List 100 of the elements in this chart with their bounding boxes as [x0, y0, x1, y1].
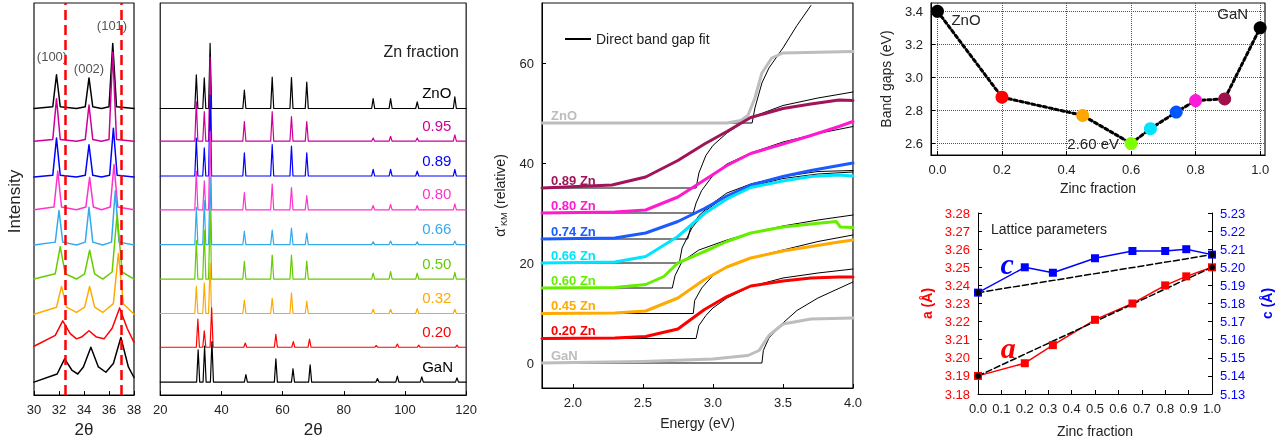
text: Lattice parameters — [991, 221, 1107, 237]
x-tick-label: 2.0 — [563, 395, 582, 410]
text: (101) — [96, 17, 128, 33]
y-tick-label: 20 — [519, 255, 534, 271]
x-tick-label: 36 — [101, 402, 117, 418]
x-tick-label: 3.5 — [773, 395, 792, 410]
y2-tick-label: 5.15 — [1220, 350, 1246, 366]
x-tick-label: 0.4 — [1062, 401, 1081, 416]
y-tick-label: 2.8 — [904, 102, 923, 118]
annotation: (002) — [73, 60, 105, 76]
x-tick-label: 0.5 — [1085, 401, 1105, 416]
y-tick-label: 0 — [526, 355, 534, 371]
x-tick-label: 30 — [26, 402, 42, 418]
x-tick-label: 40 — [214, 402, 229, 418]
series-label: GaN — [551, 347, 578, 363]
y-tick-label: 3.2 — [904, 36, 923, 52]
series-label: 0.89 Zn — [551, 172, 596, 188]
series-label: 0.60 Zn — [551, 272, 596, 288]
y2-tick-label: 5.21 — [1220, 241, 1246, 257]
annotation: GaN — [1217, 5, 1249, 23]
x-tick-label: 0.8 — [1186, 162, 1205, 178]
series-label: 0.95 — [422, 116, 452, 134]
y-tick-label: 3.20 — [944, 350, 970, 366]
x-tick-label: 80 — [336, 402, 352, 418]
x-tick-label: 0.4 — [1057, 162, 1076, 178]
y-axis-title: α'KM (relative) — [492, 154, 510, 237]
series-label: 0.20 — [422, 322, 452, 340]
y2-tick-label: 5.20 — [1220, 259, 1246, 275]
y-tick-label: 3.19 — [944, 368, 970, 384]
x-tick-label: 0.9 — [1179, 401, 1198, 416]
legend-title: Zn fraction — [383, 42, 459, 60]
x-axis-title: Zinc fraction — [1056, 423, 1134, 439]
y-tick-label: 3.0 — [904, 69, 923, 85]
x-tick-label: 0.1 — [992, 401, 1011, 416]
x-tick-label: 0.3 — [1039, 401, 1058, 416]
series-label: a — [1000, 330, 1016, 364]
x-tick-label: 0.8 — [1156, 401, 1175, 416]
series-label: 0.45 Zn — [551, 298, 596, 313]
y-axis-title: Band gaps (eV) — [878, 30, 894, 128]
y-tick-label: 60 — [519, 55, 534, 71]
series-label: c — [1000, 246, 1014, 280]
x-tick-label: 20 — [153, 402, 168, 418]
y2-tick-label: 5.16 — [1220, 332, 1246, 348]
series-label: ZnO — [422, 84, 452, 101]
series-label: 0.20 Zn — [551, 323, 596, 338]
x-tick-label: 0.6 — [1109, 401, 1128, 416]
y-tick-label: 3.28 — [944, 205, 970, 221]
x-axis-title: Zinc fraction — [1059, 180, 1137, 196]
x-tick-label: 34 — [76, 402, 92, 418]
legend-label: Direct band gap fit — [596, 31, 710, 47]
x-tick-label: 32 — [51, 402, 67, 418]
series-label: 0.50 — [422, 254, 452, 272]
annotation: ZnO — [951, 10, 981, 28]
y-tick-label: 3.25 — [944, 259, 970, 275]
y-axis-title: Intensity — [4, 169, 24, 234]
y2-tick-label: 5.18 — [1220, 296, 1246, 311]
x-tick-label: 0.0 — [928, 162, 947, 178]
y-tick-label: 3.22 — [944, 314, 970, 330]
x-axis-title: 2θ — [303, 420, 323, 439]
series-label: 0.74 Zn — [551, 223, 596, 239]
series-label: ZnO — [551, 107, 577, 123]
series-label: GaN — [422, 357, 453, 375]
y-axis-title: a (Å) — [918, 287, 935, 320]
x-tick-label: 38 — [126, 402, 142, 418]
x-tick-label: 0.7 — [1132, 401, 1151, 416]
y2-tick-label: 5.23 — [1220, 205, 1246, 221]
series-label: 0.66 — [422, 220, 452, 238]
annotation: 2.60 eV — [1067, 135, 1120, 153]
x-tick-label: 4.0 — [843, 395, 862, 410]
y2-tick-label: 5.22 — [1220, 223, 1246, 239]
y-tick-label: 3.26 — [944, 241, 970, 257]
series-label: 0.89 — [422, 151, 452, 169]
x-tick-label: 120 — [455, 402, 478, 418]
y2-axis-title: c (Å) — [1259, 287, 1275, 320]
y-tick-label: 3.23 — [944, 296, 970, 311]
y-tick-label: 2.6 — [904, 136, 923, 152]
x-tick-label: 0.6 — [1122, 162, 1141, 178]
x-tick-label: 60 — [275, 402, 290, 418]
y2-tick-label: 5.17 — [1220, 314, 1246, 330]
series-label: 0.66 Zn — [551, 247, 596, 263]
x-tick-label: 3.0 — [703, 395, 722, 410]
y2-tick-label: 5.14 — [1220, 368, 1246, 384]
series-label: 0.80 — [422, 185, 452, 203]
y2-tick-label: 5.19 — [1220, 277, 1246, 293]
y2-tick-label: 5.13 — [1220, 386, 1246, 402]
y-tick-label: 3.27 — [944, 223, 970, 239]
series-label: 0.80 Zn — [551, 197, 596, 213]
x-tick-label: 100 — [394, 402, 416, 418]
x-tick-label: 1.0 — [1251, 162, 1270, 178]
y-tick-label: 3.24 — [944, 277, 970, 293]
y-tick-label: 3.21 — [944, 332, 970, 348]
y-tick-label: 3.18 — [944, 386, 970, 402]
x-tick-label: 1.0 — [1202, 401, 1222, 416]
y-tick-label: 3.4 — [904, 3, 923, 19]
x-tick-label: 0.2 — [992, 162, 1012, 178]
x-tick-label: 0.0 — [968, 401, 988, 416]
series-label: 0.32 — [422, 289, 452, 307]
x-axis-title: 2θ — [74, 420, 94, 439]
x-axis-title: Energy (eV) — [660, 415, 735, 431]
x-tick-label: 0.2 — [1015, 401, 1034, 416]
